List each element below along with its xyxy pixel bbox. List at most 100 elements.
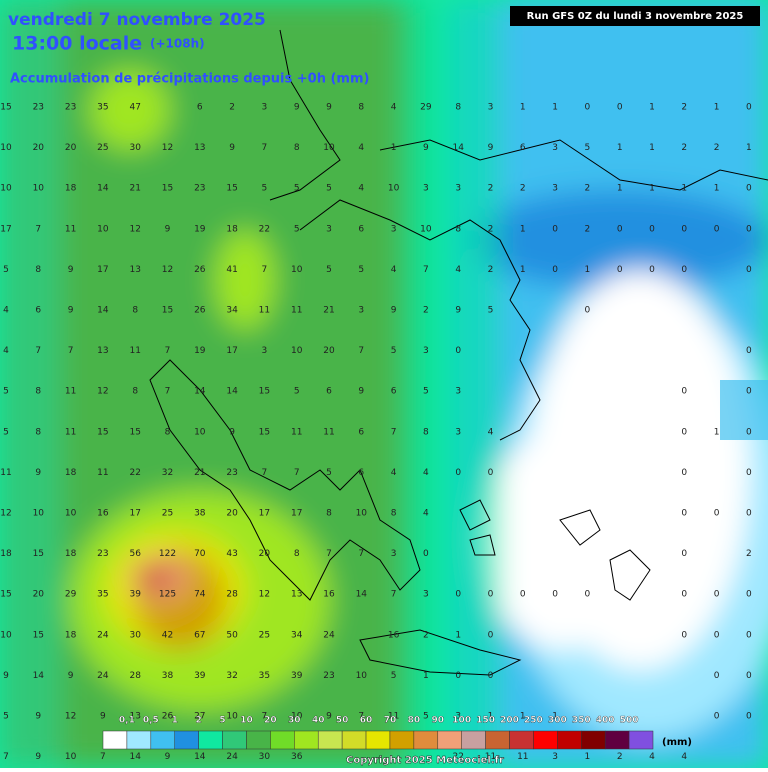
grid-value: 35 [259,671,270,681]
grid-value: 1 [423,671,429,681]
grid-value: 9 [3,671,9,681]
grid-value: 5 [294,184,300,194]
grid-value: 16 [323,590,335,600]
grid-value: 3 [391,549,397,559]
grid-value: 1 [714,184,720,194]
grid-value: 9 [294,103,300,113]
grid-value: 13 [194,143,205,153]
grid-value: 0 [617,224,623,234]
grid-value: 4 [455,265,461,275]
grid-value: 20 [323,346,335,356]
grid-value: 0 [746,224,752,234]
legend-label: 0,1 [119,716,135,726]
grid-value: 22 [259,224,270,234]
grid-value: 15 [0,103,11,113]
grid-value: 0 [488,468,494,478]
grid-value: 8 [132,387,138,397]
lead-label: (+108h) [150,37,205,51]
grid-value: 70 [194,549,206,559]
grid-value: 0 [552,265,558,275]
grid-value: 7 [262,265,268,275]
grid-value: 4 [358,143,364,153]
grid-value: 11 [388,712,399,722]
grid-value: 12 [162,143,173,153]
grid-value: 5 [3,712,9,722]
grid-value: 1 [520,103,526,113]
grid-value: 17 [129,509,140,519]
grid-value: 9 [358,387,364,397]
grid-value: 8 [35,265,41,275]
grid-value: 5 [585,143,591,153]
grid-value: 0 [488,671,494,681]
grid-value: 7 [391,427,397,437]
grid-value: 0 [681,509,687,519]
grid-value: 10 [388,184,400,194]
grid-value: 5 [488,306,494,316]
grid-value: 1 [520,265,526,275]
grid-value: 7 [165,346,171,356]
grid-value: 11 [291,306,302,316]
grid-value: 3 [552,752,558,762]
grid-value: 0 [681,265,687,275]
legend-label: 350 [572,716,591,726]
grid-value: 39 [194,671,206,681]
grid-value: 11 [291,427,302,437]
grid-value: 7 [262,712,268,722]
grid-value: 9 [326,712,332,722]
grid-value: 11 [0,468,11,478]
legend-swatch [317,730,343,750]
grid-value: 9 [35,752,41,762]
grid-value: 0 [746,265,752,275]
legend-label: 100 [452,716,471,726]
grid-value: 10 [0,184,12,194]
grid-value: 23 [194,184,205,194]
grid-value: 4 [3,346,9,356]
legend-swatch [174,730,199,750]
grid-value: 7 [294,468,300,478]
grid-value: 2 [520,184,526,194]
grid-value: 1 [649,143,655,153]
grid-value: 14 [452,143,464,153]
grid-value: 2 [681,143,687,153]
grid-value: 0 [488,630,494,640]
grid-value: 23 [226,468,237,478]
grid-value: 24 [97,630,109,640]
grid-value: 9 [35,712,41,722]
grid-value: 0 [746,346,752,356]
grid-value: 9 [391,306,397,316]
grid-value: 9 [455,306,461,316]
grid-value: 8 [294,549,300,559]
grid-value: 25 [259,630,270,640]
legend-swatch [557,730,582,750]
grid-value: 0 [746,184,752,194]
grid-value: 15 [162,306,173,316]
grid-value: 1 [552,712,558,722]
grid-value: 0 [423,549,429,559]
grid-value: 3 [358,306,364,316]
grid-value: 15 [259,427,270,437]
copyright: Copyright 2025 Meteociel.fr [346,755,504,766]
grid-value: 0 [552,224,558,234]
grid-value: 25 [162,509,173,519]
grid-value: 0 [617,103,623,113]
grid-value: 29 [420,103,432,113]
grid-value: 36 [291,752,303,762]
legend-label: 80 [408,716,421,726]
grid-value: 10 [0,143,12,153]
grid-value: 3 [326,224,332,234]
grid-value: 7 [35,224,41,234]
grid-value: 11 [97,468,108,478]
grid-value: 8 [455,224,461,234]
legend-label: 90 [432,716,445,726]
grid-value: 0 [714,509,720,519]
grid-value: 5 [262,184,268,194]
grid-value: 1 [520,224,526,234]
grid-value: 9 [35,468,41,478]
grid-value: 8 [423,427,429,437]
grid-value: 4 [391,103,397,113]
grid-value: 7 [35,346,41,356]
grid-value: 35 [97,590,108,600]
grid-value: 2 [229,103,235,113]
